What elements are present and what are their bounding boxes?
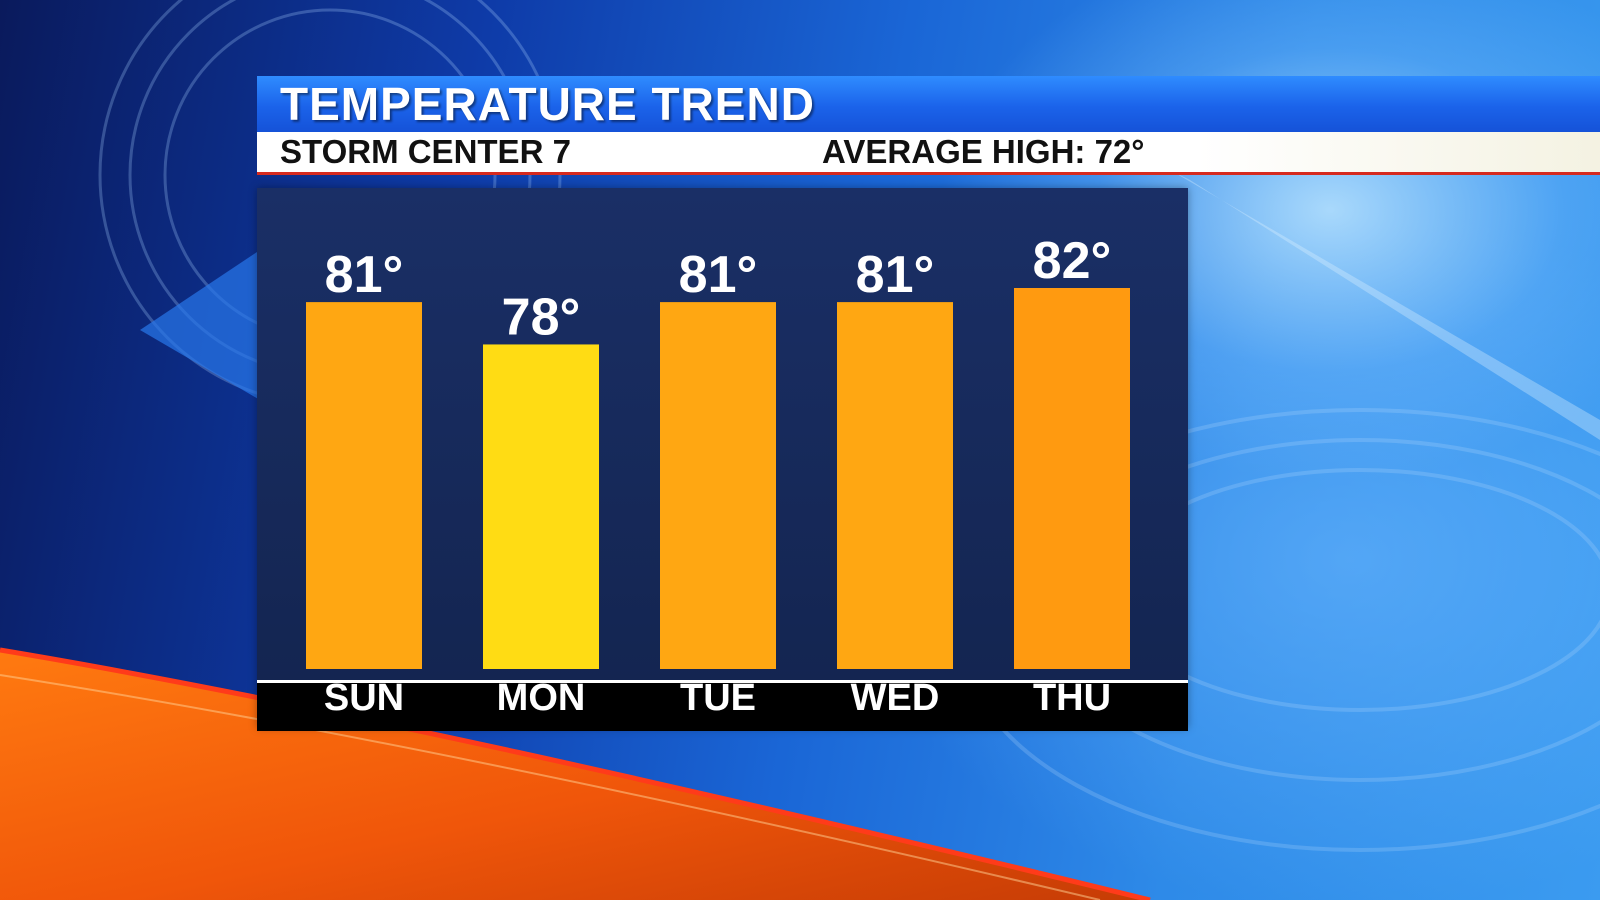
chart-title: TEMPERATURE TREND — [280, 78, 815, 130]
title-banner — [257, 76, 1600, 132]
bar-sun — [306, 302, 422, 669]
day-label-wed: WED — [851, 677, 940, 719]
station-name: STORM CENTER 7 — [280, 133, 571, 170]
value-label-mon: 78° — [502, 288, 581, 346]
day-label-sun: SUN — [324, 677, 404, 719]
subtitle-banner — [257, 132, 1600, 175]
day-label-tue: TUE — [680, 677, 756, 719]
bar-chart: 81° SUN 78° MON 81° TUE 81° WED 82° THU — [306, 232, 1130, 719]
average-high-label: AVERAGE HIGH: 72° — [822, 133, 1145, 170]
day-label-mon: MON — [497, 677, 586, 719]
value-label-wed: 81° — [856, 246, 935, 304]
day-axis-strip — [257, 680, 1188, 731]
bar-mon — [483, 344, 599, 669]
bar-wed — [837, 302, 953, 669]
bar-tue — [660, 302, 776, 669]
value-label-thu: 82° — [1033, 232, 1112, 290]
value-label-sun: 81° — [325, 246, 404, 304]
day-label-thu: THU — [1033, 677, 1111, 719]
value-label-tue: 81° — [679, 246, 758, 304]
bar-thu — [1014, 288, 1130, 669]
